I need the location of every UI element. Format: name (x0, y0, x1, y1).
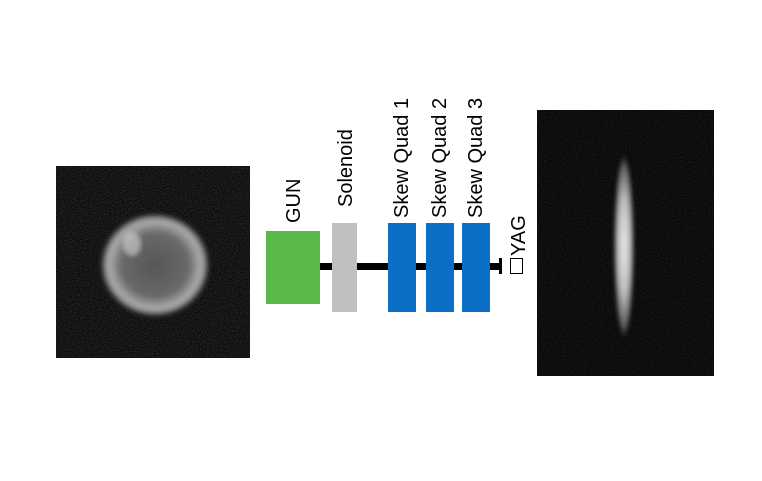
streak-beam-spot (537, 110, 714, 376)
gun-label: GUN (283, 178, 305, 223)
gun-block (266, 231, 320, 304)
skew-quad-3-block (462, 223, 490, 312)
yag-label: YAG (508, 215, 530, 256)
solenoid-label: Solenoid (335, 129, 357, 207)
skew-quad-2-block (426, 223, 454, 312)
skew-quad-1-block (388, 223, 416, 312)
ring-beam-spot (56, 166, 250, 358)
yag-screen-icon (510, 258, 523, 274)
skew-quad-3-label: Skew Quad 3 (465, 97, 487, 218)
solenoid-block (332, 223, 357, 312)
skew-quad-1-label: Skew Quad 1 (391, 97, 413, 218)
yag-marker-tick (499, 258, 502, 274)
input-beam-image (56, 166, 250, 358)
skew-quad-2-label: Skew Quad 2 (429, 97, 451, 218)
output-beam-image (537, 110, 714, 376)
